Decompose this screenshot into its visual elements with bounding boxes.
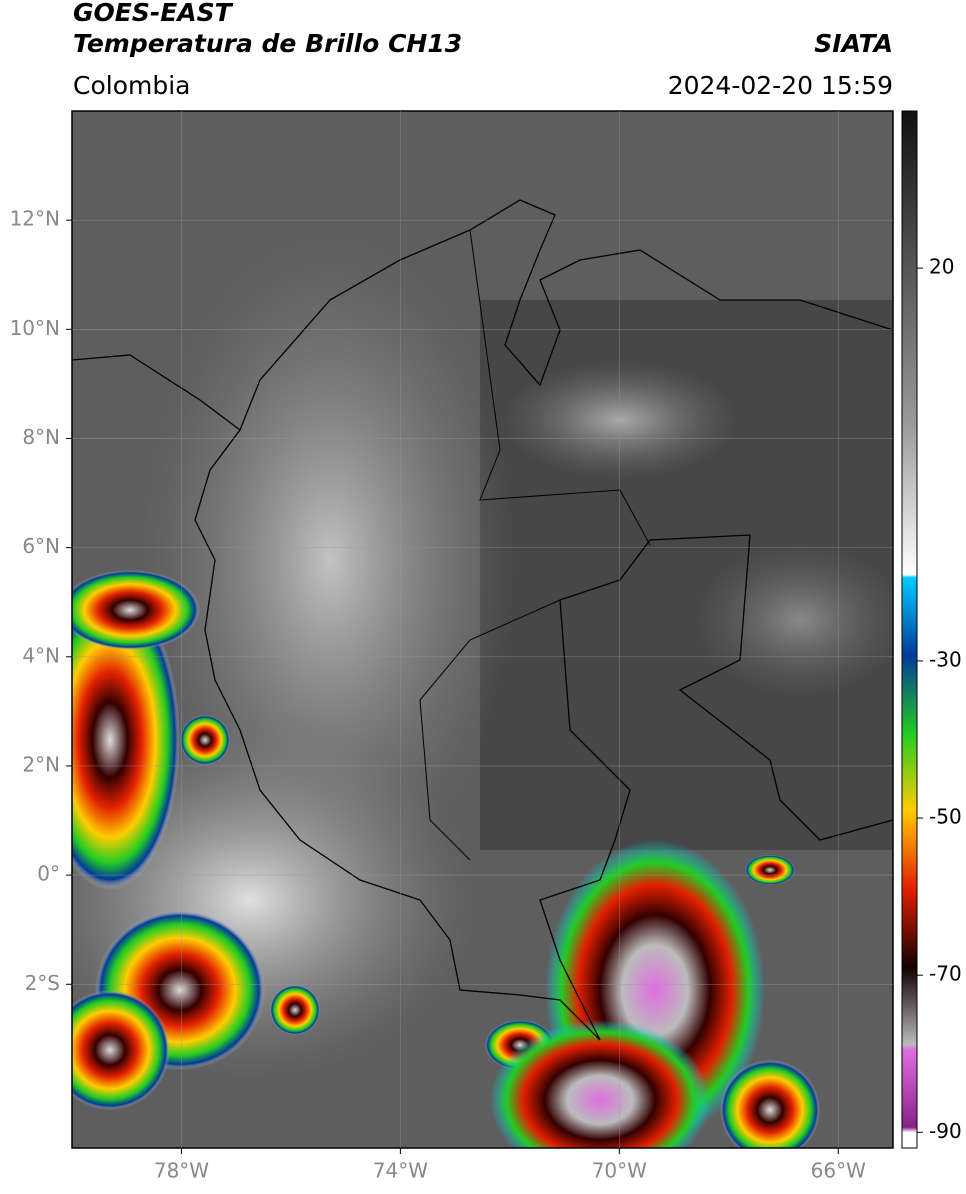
colorbar-tick-label: -70 bbox=[929, 962, 962, 986]
timestamp: 2024-02-20 15:59 bbox=[668, 71, 893, 100]
colorbar bbox=[901, 110, 918, 1149]
header: GOES-EAST Temperatura de Brillo CH13 Col… bbox=[73, 0, 893, 100]
lon-tick-label: 66°W bbox=[811, 1159, 866, 1183]
lon-tick-label: 70°W bbox=[592, 1159, 647, 1183]
lon-tick-label: 78°W bbox=[154, 1159, 209, 1183]
colorbar-tick-label: -30 bbox=[929, 647, 962, 671]
lon-tick-label: 74°W bbox=[373, 1159, 428, 1183]
lat-tick-label: 8°N bbox=[22, 425, 60, 449]
map-frame bbox=[71, 110, 894, 1149]
colorbar-tick-label: -50 bbox=[929, 805, 962, 829]
subtitle: Temperatura de Brillo CH13 bbox=[73, 29, 462, 58]
lat-tick-label: 12°N bbox=[10, 207, 60, 231]
lat-tick-label: 2°N bbox=[22, 752, 60, 776]
source: SIATA bbox=[814, 29, 893, 58]
lat-tick-label: 0° bbox=[37, 862, 60, 886]
title: GOES-EAST bbox=[73, 0, 234, 27]
lat-tick-label: 4°N bbox=[22, 643, 60, 667]
imagery bbox=[72, 111, 893, 1148]
lat-tick-label: 10°N bbox=[10, 316, 60, 340]
colorbar-tick-label: -90 bbox=[929, 1119, 962, 1143]
colorbar-tick-label: 20 bbox=[929, 255, 954, 279]
region: Colombia bbox=[73, 71, 190, 100]
lat-tick-label: 2°S bbox=[25, 971, 60, 995]
lat-tick-label: 6°N bbox=[22, 534, 60, 558]
